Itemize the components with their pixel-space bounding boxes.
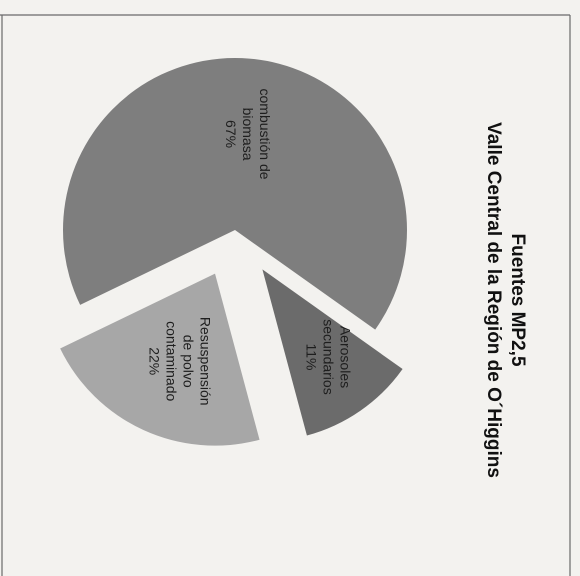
pie-slices [60,58,407,446]
slice-label-2: Aerosolessecundarios11% [303,319,353,395]
pie-slice-0 [60,273,260,446]
chart-title: Fuentes MP2,5 [507,233,528,366]
pie-slice-1 [63,58,407,330]
slice-label-0: Resuspensiónde polvocontaminado22% [146,317,213,406]
pie-slice-2 [262,269,403,436]
slice-label-1: combustión debiomasa67% [223,88,273,179]
chart-subtitle: Valle Central de la Región de O´Higgins [483,122,504,478]
slice-labels: Resuspensiónde polvocontaminado22% combus… [146,88,353,405]
chart-area: Resuspensiónde polvocontaminado22% combus… [60,58,528,478]
